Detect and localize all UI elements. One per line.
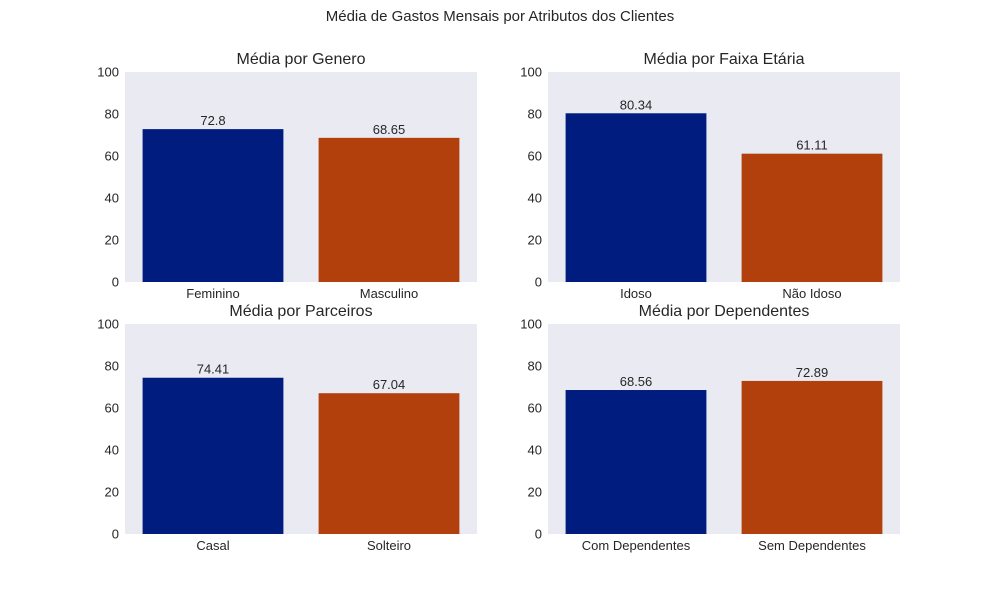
y-tick-label: 0 bbox=[535, 275, 542, 290]
subplot-title-genero: Média por Genero bbox=[237, 51, 366, 68]
subplot-faixa-etaria: Média por Faixa Etária 0 20 40 60 80 100 80.34 I… bbox=[520, 51, 900, 301]
y-tick-label: 100 bbox=[97, 317, 119, 332]
figure-title: Média de Gastos Mensais por Atributos do… bbox=[325, 8, 675, 25]
bar bbox=[741, 380, 883, 534]
bar-value-label: 72.8 bbox=[200, 113, 225, 128]
bar bbox=[565, 390, 707, 534]
y-tick-label: 40 bbox=[528, 191, 542, 206]
subplot-title-faixa-etaria: Média por Faixa Etária bbox=[644, 51, 805, 68]
y-tick-label: 0 bbox=[112, 527, 119, 542]
subplot-dependentes: Média por Dependentes 0 20 40 60 80 100 68.56 Co… bbox=[520, 303, 900, 553]
bar-value-label: 68.65 bbox=[373, 122, 406, 137]
x-tick-label: Idoso bbox=[620, 286, 652, 301]
bar-value-label: 67.04 bbox=[373, 377, 406, 392]
y-tick-label: 0 bbox=[112, 275, 119, 290]
bar bbox=[142, 377, 284, 534]
bar bbox=[565, 113, 707, 282]
y-tick-label: 80 bbox=[105, 359, 119, 374]
y-tick-label: 40 bbox=[105, 191, 119, 206]
y-tick-label: 100 bbox=[97, 65, 119, 80]
y-tick-label: 100 bbox=[520, 317, 542, 332]
y-tick-label: 80 bbox=[528, 359, 542, 374]
x-tick-label: Casal bbox=[196, 538, 229, 553]
y-tick-label: 60 bbox=[105, 401, 119, 416]
y-tick-label: 80 bbox=[528, 107, 542, 122]
bar bbox=[142, 129, 284, 282]
subplot-title-dependentes: Média por Dependentes bbox=[639, 303, 810, 320]
x-tick-label: Sem Dependentes bbox=[758, 538, 866, 553]
bar bbox=[741, 153, 883, 282]
bar bbox=[318, 393, 460, 534]
x-tick-label: Não Idoso bbox=[782, 286, 841, 301]
x-tick-label: Com Dependentes bbox=[582, 538, 691, 553]
y-tick-label: 80 bbox=[105, 107, 119, 122]
y-tick-label: 0 bbox=[535, 527, 542, 542]
bar-value-label: 80.34 bbox=[620, 97, 653, 112]
y-tick-label: 60 bbox=[528, 401, 542, 416]
y-tick-label: 20 bbox=[528, 233, 542, 248]
subplot-title-parceiros: Média por Parceiros bbox=[229, 303, 372, 320]
y-tick-label: 20 bbox=[105, 485, 119, 500]
y-tick-label: 40 bbox=[105, 443, 119, 458]
bar-value-label: 68.56 bbox=[620, 374, 653, 389]
bar-value-label: 61.11 bbox=[796, 138, 828, 153]
bar-value-label: 74.41 bbox=[197, 362, 230, 377]
bar bbox=[318, 137, 460, 282]
y-tick-label: 40 bbox=[528, 443, 542, 458]
subplot-genero: Média por Genero 0 20 40 60 80 100 72.8 Feminino… bbox=[97, 51, 477, 301]
x-tick-label: Feminino bbox=[186, 286, 239, 301]
y-tick-label: 20 bbox=[105, 233, 119, 248]
y-tick-label: 20 bbox=[528, 485, 542, 500]
y-tick-label: 100 bbox=[520, 65, 542, 80]
bar-value-label: 72.89 bbox=[796, 365, 829, 380]
y-tick-label: 60 bbox=[105, 149, 119, 164]
x-tick-label: Solteiro bbox=[367, 538, 411, 553]
x-tick-label: Masculino bbox=[360, 286, 419, 301]
y-tick-label: 60 bbox=[528, 149, 542, 164]
subplot-parceiros: Média por Parceiros 0 20 40 60 80 100 74.41 Casa… bbox=[97, 303, 477, 553]
